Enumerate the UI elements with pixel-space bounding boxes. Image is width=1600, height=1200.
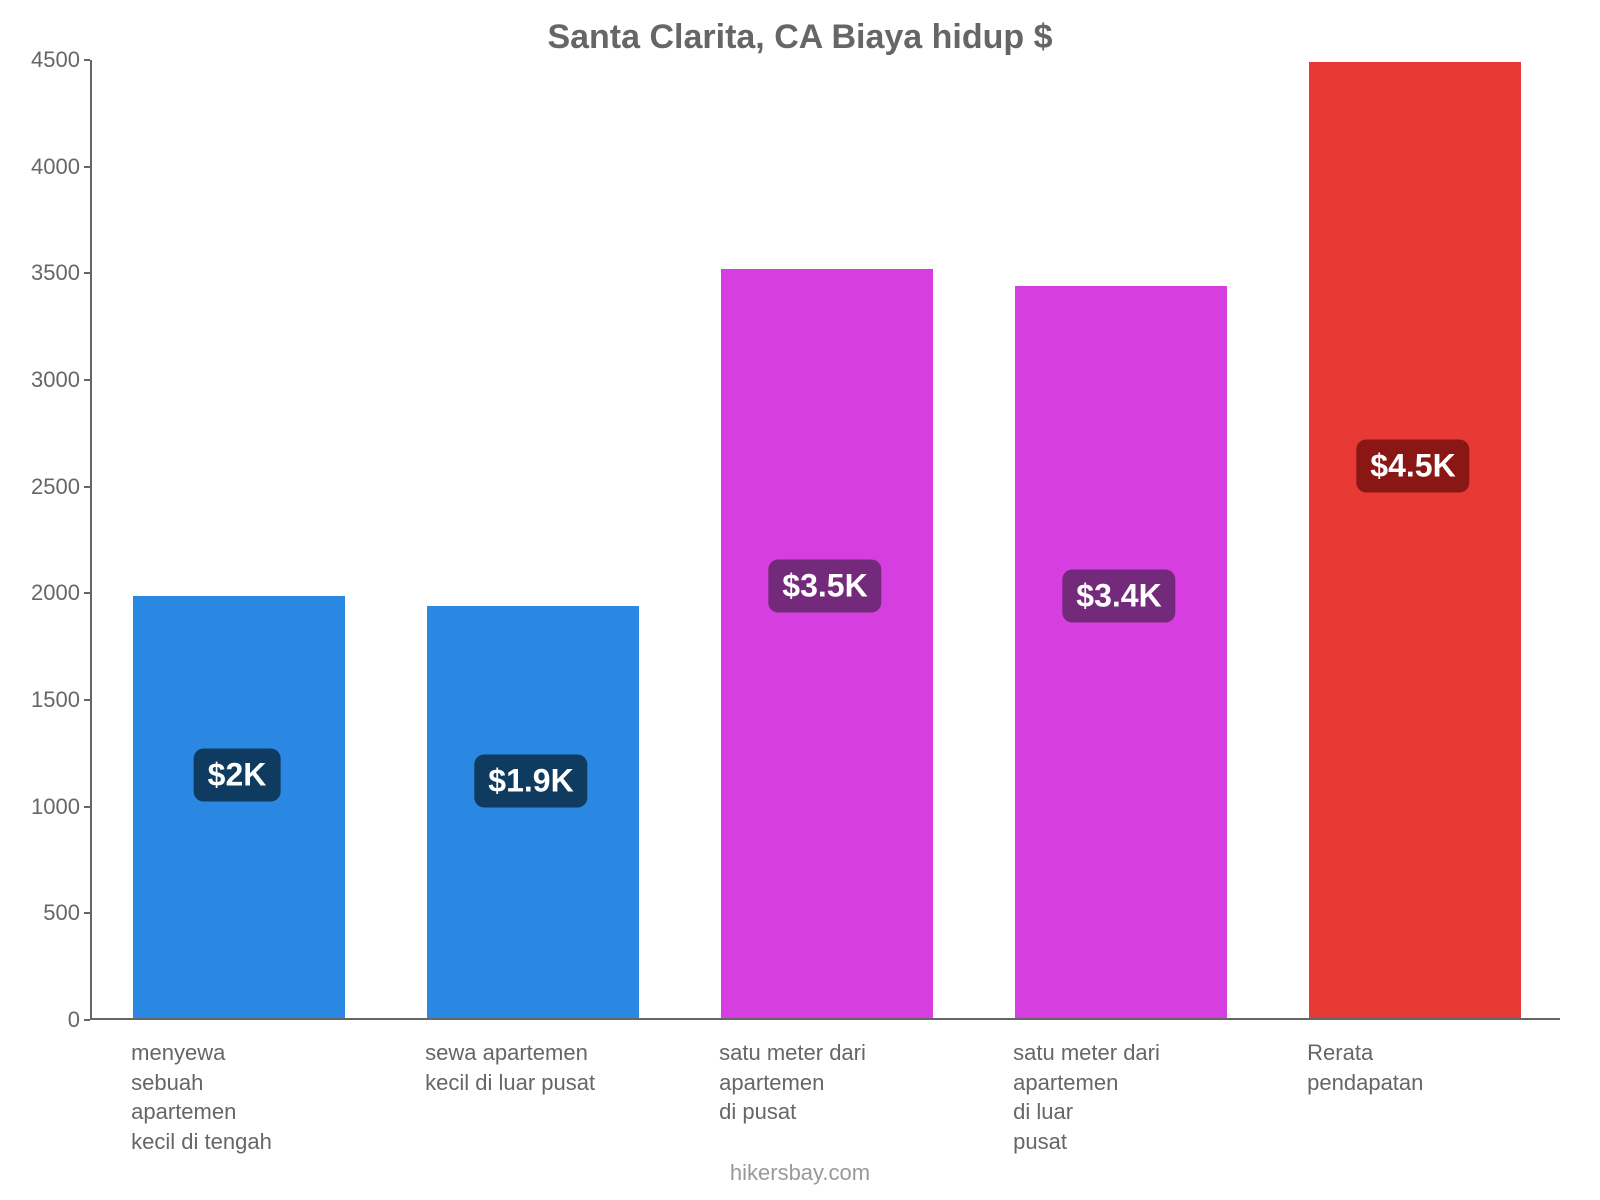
y-tick-label: 3500 xyxy=(10,260,80,286)
x-axis-label: sewa apartemenkecil di luar pusat xyxy=(425,1038,637,1097)
value-badge: $3.4K xyxy=(1062,569,1175,622)
bar xyxy=(427,606,639,1018)
chart-container: Santa Clarita, CA Biaya hidup $ hikersba… xyxy=(0,0,1600,1200)
y-tick-label: 4000 xyxy=(10,154,80,180)
value-badge: $3.5K xyxy=(768,559,881,612)
y-tick-mark xyxy=(84,592,90,594)
y-tick-label: 1500 xyxy=(10,687,80,713)
bar xyxy=(721,269,933,1018)
y-tick-label: 1000 xyxy=(10,794,80,820)
bar xyxy=(1015,286,1227,1018)
y-tick-mark xyxy=(84,59,90,61)
y-tick-mark xyxy=(84,486,90,488)
value-badge: $1.9K xyxy=(474,755,587,808)
y-tick-mark xyxy=(84,806,90,808)
y-tick-mark xyxy=(84,912,90,914)
bar xyxy=(1309,62,1521,1018)
plot-area xyxy=(90,60,1560,1020)
value-badge: $2K xyxy=(194,749,281,802)
y-tick-mark xyxy=(84,379,90,381)
y-tick-mark xyxy=(84,166,90,168)
y-tick-label: 4500 xyxy=(10,47,80,73)
y-tick-label: 0 xyxy=(10,1007,80,1033)
x-axis-label: satu meter dariapartemendi pusat xyxy=(719,1038,931,1127)
chart-title: Santa Clarita, CA Biaya hidup $ xyxy=(0,18,1600,57)
chart-footer: hikersbay.com xyxy=(0,1160,1600,1186)
x-axis-label: menyewasebuahapartemenkecil di tengah xyxy=(131,1038,343,1157)
y-tick-mark xyxy=(84,699,90,701)
x-axis-label: Reratapendapatan xyxy=(1307,1038,1519,1097)
value-badge: $4.5K xyxy=(1356,439,1469,492)
x-axis-label: satu meter dariapartemendi luarpusat xyxy=(1013,1038,1225,1157)
y-tick-label: 3000 xyxy=(10,367,80,393)
y-tick-mark xyxy=(84,272,90,274)
bar xyxy=(133,596,345,1018)
y-tick-label: 500 xyxy=(10,900,80,926)
y-tick-label: 2000 xyxy=(10,580,80,606)
y-tick-mark xyxy=(84,1019,90,1021)
y-tick-label: 2500 xyxy=(10,474,80,500)
